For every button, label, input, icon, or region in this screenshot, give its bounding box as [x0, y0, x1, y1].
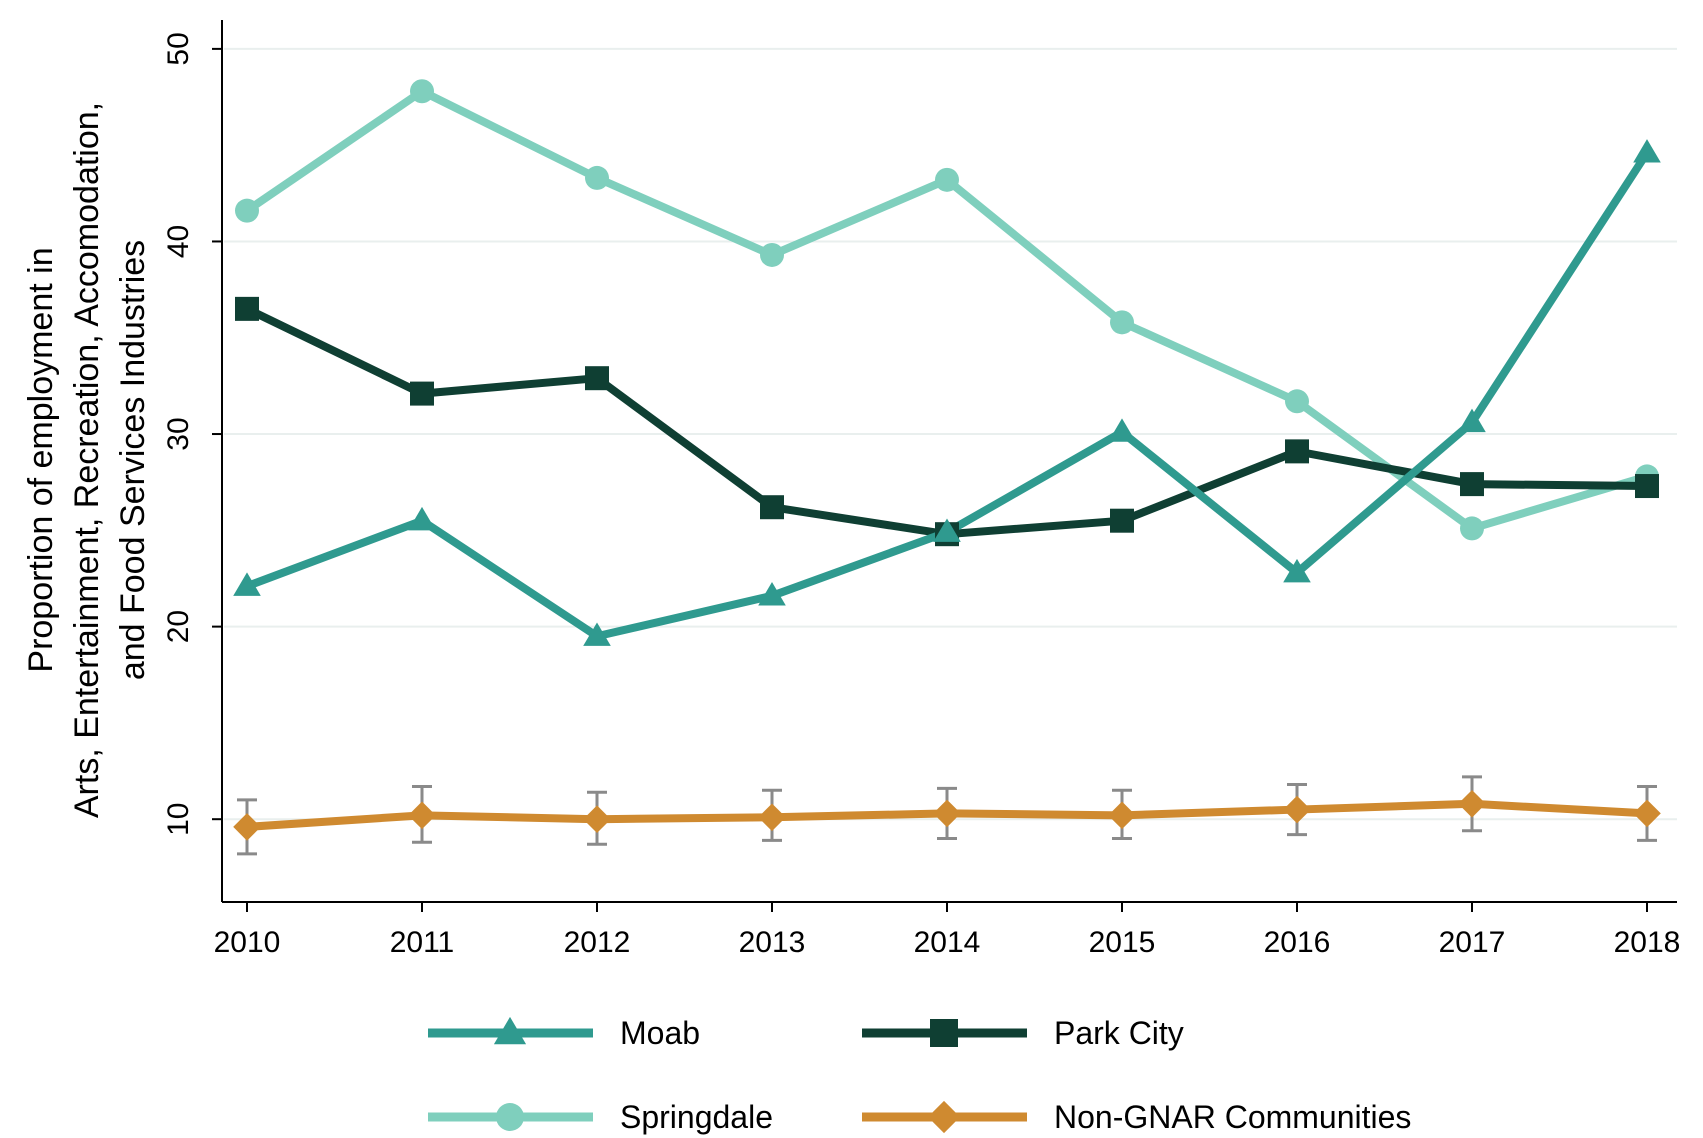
legend-swatch-marker [493, 1016, 527, 1045]
data-point-springdale [935, 167, 959, 192]
legend-entry: Park City [862, 1015, 1184, 1051]
axes: 10 20 30 40 50 2010 2011 2012 2013 2014 2015 2016 20… [162, 20, 1680, 959]
y-tick-label: 50 [162, 32, 195, 65]
gridlines [224, 47, 1677, 821]
data-point-springdale [410, 79, 434, 104]
legend-entry: Springdale [428, 1099, 773, 1135]
data-point-non-gnar-communities [1633, 799, 1661, 828]
data-point-springdale [1110, 310, 1134, 335]
data-point-moab [933, 518, 961, 542]
data-point-park-city [1110, 508, 1134, 533]
legend-label: Park City [1054, 1015, 1184, 1051]
data-point-park-city [1285, 439, 1309, 464]
y-tick-label: 30 [162, 417, 195, 450]
data-point-springdale [585, 165, 609, 190]
x-tick-label: 2017 [1439, 926, 1506, 959]
x-tick-label: 2018 [1614, 926, 1681, 959]
legend-label: Springdale [620, 1099, 773, 1135]
data-point-springdale [760, 242, 784, 267]
y-tick-label: 10 [162, 803, 195, 836]
data-point-non-gnar-communities [233, 813, 261, 841]
data-point-springdale [235, 198, 259, 223]
series-lines [244, 87, 1651, 831]
legend-swatch-marker [927, 1100, 961, 1134]
x-tick-label: 2014 [914, 926, 981, 959]
data-point-park-city [1635, 474, 1659, 499]
data-point-moab [1633, 139, 1661, 163]
data-point-moab [1458, 408, 1486, 433]
x-tick-label: 2013 [739, 926, 806, 959]
x-tick-label: 2016 [1264, 926, 1331, 959]
data-point-springdale [1460, 516, 1484, 541]
data-point-non-gnar-communities [758, 803, 786, 832]
data-point-non-gnar-communities [583, 805, 611, 833]
legend-label: Moab [620, 1015, 700, 1051]
y-tick-label: 20 [162, 610, 195, 643]
y-axis-title-line: Arts, Entertainment, Recreation, Accomod… [68, 102, 106, 818]
data-point-park-city [585, 366, 609, 391]
y-axis-title-line: and Food Services Industries [114, 240, 152, 680]
data-point-park-city [410, 381, 434, 406]
data-point-moab [408, 506, 436, 531]
data-point-moab [1108, 418, 1136, 442]
data-point-moab [233, 572, 261, 596]
x-tick-label: 2012 [564, 926, 631, 959]
y-axis-title: Proportion of employment in Arts, Enterta… [22, 102, 152, 818]
legend-swatch-marker [496, 1103, 524, 1131]
x-tick-label: 2010 [214, 926, 281, 959]
data-point-park-city [1460, 472, 1484, 497]
data-point-moab [583, 622, 611, 646]
data-point-springdale [1285, 389, 1309, 414]
x-tick-label: 2011 [390, 926, 455, 959]
series-line-moab [245, 150, 1651, 641]
legend-entry: Moab [428, 1015, 700, 1051]
legend-label: Non-GNAR Communities [1054, 1099, 1411, 1135]
data-point-non-gnar-communities [1458, 789, 1486, 818]
data-point-non-gnar-communities [408, 801, 436, 830]
data-point-non-gnar-communities [1108, 801, 1136, 830]
data-point-moab [758, 582, 786, 606]
data-point-park-city [760, 495, 784, 520]
y-axis-title-line: Proportion of employment in [22, 247, 60, 672]
series-line-springdale [244, 87, 1649, 533]
legend-entry: Non-GNAR Communities [862, 1099, 1411, 1135]
series-markers [233, 79, 1661, 841]
data-point-park-city [235, 296, 259, 321]
legend: Moab Park City Springdale Non-GNAR Communit… [428, 1015, 1411, 1135]
legend-swatch-marker [930, 1019, 958, 1047]
data-point-moab [1283, 558, 1311, 583]
data-point-non-gnar-communities [933, 799, 961, 828]
x-tick-label: 2015 [1089, 926, 1156, 959]
y-tick-label: 40 [162, 225, 195, 258]
data-point-non-gnar-communities [1283, 795, 1311, 824]
